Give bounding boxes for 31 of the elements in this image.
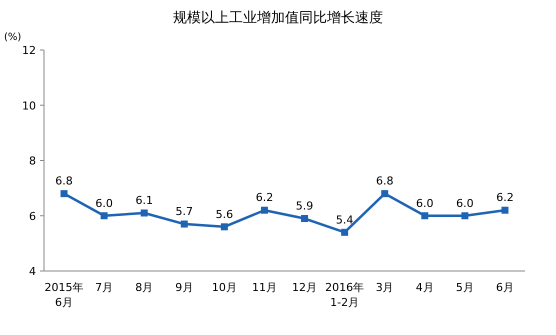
xtick: 4月 [416,281,434,294]
xtick: 12月 [292,281,318,294]
data-label: 6.1 [135,194,153,207]
xtick: 10月 [212,281,237,294]
data-label: 5.6 [216,208,234,221]
ylabel: (%) [4,32,22,43]
data-label: 6.0 [456,196,474,210]
data-label: 6.2 [256,191,274,204]
data-label: 5.7 [176,205,194,218]
data-label: 6.0 [416,196,434,210]
xtick: 2015年 6月 [44,281,84,309]
data-label: 6.2 [496,191,514,204]
data-label: 5.9 [296,200,314,212]
data-label: 6.0 [95,196,113,210]
title: 规模以上工业增加值同比增长速度 [173,10,383,26]
xtick: 8月 [135,281,154,294]
ytick: 10 [22,99,36,112]
xtick: 7月 [95,281,114,294]
xtick: 6月 [496,281,514,294]
data-label: 6.8 [376,174,394,188]
xtick: 5月 [456,281,474,294]
ytick: 4 [29,265,36,278]
xtick: 2016年 1-2月 [325,281,364,309]
ytick: 6 [29,210,36,223]
ytick: 8 [29,154,36,168]
xtick: 9月 [175,281,194,294]
data-label: 5.4 [336,213,354,226]
data-label: 6.8 [55,174,73,188]
xtick: 3月 [376,281,394,294]
xtick: 11月 [252,281,277,294]
ytick: 12 [22,44,36,57]
